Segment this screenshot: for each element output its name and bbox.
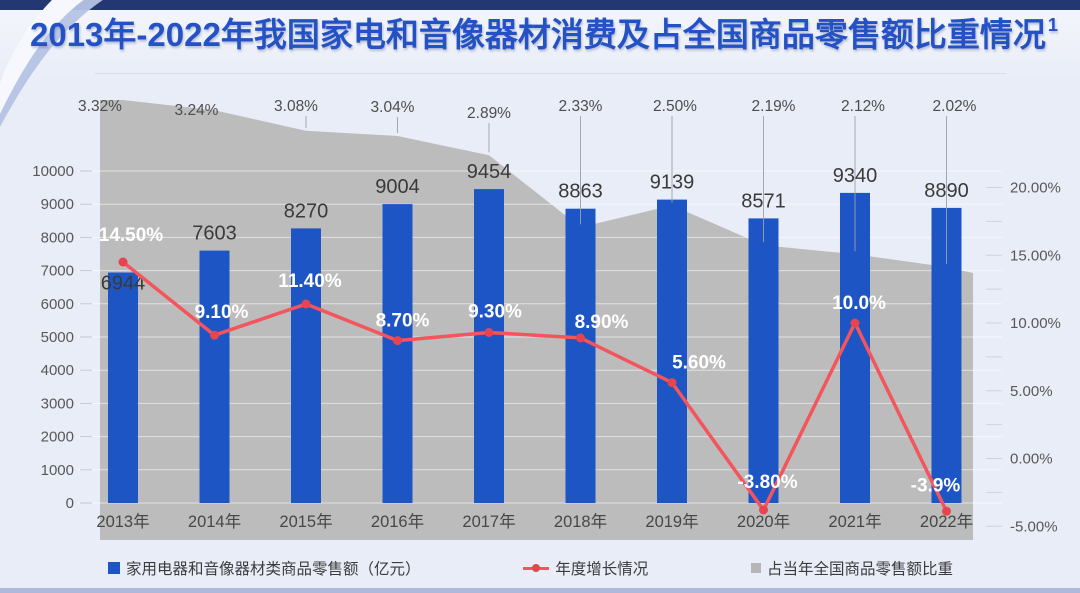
growth-point: [667, 378, 677, 388]
growth-point: [118, 257, 128, 267]
share-value-label: 3.32%: [78, 98, 122, 115]
growth-point: [484, 328, 494, 337]
share-value-label: 3.04%: [371, 99, 415, 116]
title-divider: [95, 73, 1007, 74]
legend-item-bar-series: 家用电器和音像器材类商品零售额（亿元）: [108, 557, 421, 579]
right-axis-label: -5.00%: [1010, 518, 1058, 535]
growth-point: [850, 318, 860, 328]
bar: [474, 189, 504, 503]
left-axis-label: 7000: [41, 263, 74, 280]
left-axis-label: 0: [66, 495, 74, 512]
bar: [657, 199, 687, 503]
bar-value-label: 7603: [192, 223, 237, 245]
page-title-text: 2013年-2022年我国家电和音像器材消费及占全国商品零售额比重情况: [30, 16, 1046, 53]
bar: [748, 218, 779, 503]
bar-value-label: 8571: [741, 190, 786, 212]
x-axis-label: 2013年: [96, 512, 149, 531]
legend: 家用电器和音像器材类商品零售额（亿元） 年度增长情况 占当年全国商品零售额比重: [108, 554, 953, 582]
right-axis-label: 0.00%: [1010, 451, 1053, 468]
growth-line: [121, 260, 949, 514]
left-axis-label: 3000: [41, 395, 74, 412]
share-value-label: 3.08%: [274, 98, 318, 115]
share-value-label: 2.12%: [841, 98, 885, 115]
line-series-swatch: [523, 563, 550, 573]
decorative-swoosh: [0, 0, 103, 127]
page-title-superscript: 1: [1047, 15, 1058, 36]
growth-value-label: -3.80%: [737, 472, 797, 493]
bar: [291, 228, 321, 503]
x-axis-label: 2020年: [737, 512, 790, 531]
header: [0, 0, 1080, 80]
growth-value-label: 9.10%: [195, 302, 249, 323]
growth-value-label: 8.70%: [376, 311, 430, 332]
growth-value-label: 5.60%: [672, 353, 726, 374]
growth-value-label: 14.50%: [99, 225, 164, 246]
left-axis-label: 9000: [41, 196, 74, 213]
bar-value-label: 9139: [650, 172, 695, 194]
x-axis-label: 2016年: [371, 512, 424, 531]
bottom-accent-bar: [0, 588, 1080, 593]
x-axis-label: 2021年: [828, 512, 881, 531]
bar-value-label: 8270: [284, 200, 329, 222]
bar-value-label: 9340: [833, 165, 878, 187]
share-value-label: 2.89%: [467, 105, 511, 122]
left-axis-label: 10000: [32, 163, 74, 180]
growth-point: [393, 336, 402, 346]
left-axis-label: 6000: [41, 296, 74, 313]
right-axis-label: 15.00%: [1010, 247, 1061, 264]
bar: [382, 204, 413, 503]
share-value-label: 3.24%: [175, 102, 219, 119]
left-axis-label: 8000: [41, 229, 74, 246]
bar-value-label: 9004: [375, 176, 420, 198]
x-axis-label: 2022年: [920, 512, 973, 531]
legend-label-area-series: 占当年全国商品零售额比重: [766, 561, 953, 578]
x-axis-label: 2019年: [645, 512, 698, 531]
growth-point: [759, 505, 768, 515]
legend-item-line-series: 年度增长情况: [523, 557, 648, 579]
right-axis-label: 20.00%: [1010, 180, 1061, 197]
bar-value-label: 9454: [467, 161, 512, 183]
growth-value-label: 8.90%: [575, 312, 629, 333]
growth-value-label: 11.40%: [278, 271, 341, 292]
growth-value-label: 9.30%: [468, 302, 522, 323]
share-value-label: 2.19%: [752, 98, 796, 115]
growth-point: [210, 330, 219, 340]
legend-item-area-series: 占当年全国商品零售额比重: [750, 557, 953, 579]
legend-label-line-series: 年度增长情况: [555, 561, 649, 578]
share-value-label: 2.02%: [933, 98, 977, 115]
top-accent-bar: [0, 0, 1080, 10]
share-value-label: 2.50%: [653, 98, 697, 115]
growth-value-label: 10.0%: [832, 293, 886, 314]
x-axis-label: 2015年: [279, 512, 332, 531]
page-title: 2013年-2022年我国家电和音像器材消费及占全国商品零售额比重情况 1: [30, 12, 1058, 58]
bar-value-label: 6944: [101, 273, 146, 295]
x-axis-label: 2017年: [462, 512, 515, 531]
growth-point: [576, 333, 585, 343]
legend-label-bar-series: 家用电器和音像器材类商品零售额（亿元）: [126, 561, 421, 578]
left-axis-label: 2000: [41, 429, 74, 446]
bar: [108, 272, 138, 503]
left-axis-label: 1000: [41, 462, 74, 479]
x-axis-label: 2018年: [554, 512, 607, 531]
right-axis-label: 10.00%: [1010, 315, 1061, 332]
growth-point: [301, 299, 311, 309]
bar-value-label: 8863: [558, 181, 603, 203]
right-axis-label: 5.00%: [1010, 383, 1053, 400]
bar-value-label: 8890: [924, 180, 969, 202]
growth-point: [942, 506, 951, 516]
share-value-label: 2.33%: [559, 98, 603, 115]
bar-series-swatch: [108, 562, 120, 574]
bar: [565, 208, 596, 503]
growth-value-label: -3.9%: [911, 475, 961, 496]
left-axis-label: 5000: [41, 329, 74, 346]
bar: [199, 250, 230, 503]
area-series-swatch: [750, 563, 761, 573]
x-axis-label: 2014年: [188, 512, 241, 531]
left-axis-label: 4000: [41, 362, 74, 379]
